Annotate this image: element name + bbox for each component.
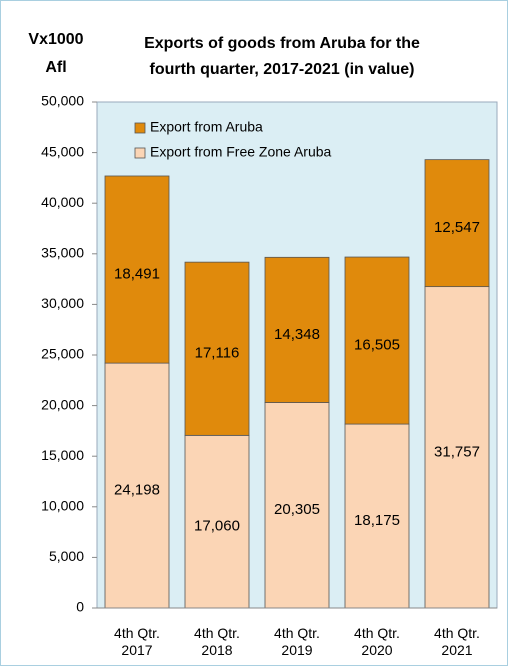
bar-segment [184, 434, 250, 609]
bar-segment [184, 261, 250, 436]
y-tick-label: 30,000 [41, 295, 84, 311]
bar-segment [264, 256, 330, 403]
bar-segment [424, 286, 490, 609]
bar-segment [424, 159, 490, 288]
y-tick-label: 25,000 [41, 346, 84, 362]
chart-title: Exports of goods from Aruba for the [144, 35, 420, 52]
data-label: 20,305 [274, 501, 320, 518]
y-tick-label: 15,000 [41, 447, 84, 463]
legend-label: Export from Aruba [150, 119, 263, 135]
bar-segment [104, 175, 170, 364]
y-tick-label: 35,000 [41, 245, 84, 261]
data-label: 17,060 [194, 518, 240, 535]
legend-label: Export from Free Zone Aruba [150, 144, 332, 160]
x-tick-label: 4th Qtr. 2020 [354, 625, 400, 658]
data-label: 12,547 [434, 219, 480, 236]
data-label: 18,175 [354, 512, 400, 529]
y-tick-label: 20,000 [41, 396, 84, 412]
y-tick-label: 5,000 [49, 548, 84, 564]
data-label: 17,116 [195, 345, 240, 362]
data-label: 31,757 [434, 443, 480, 460]
chart-title: fourth quarter, 2017-2021 (in value) [150, 61, 415, 78]
data-label: 16,505 [354, 337, 400, 354]
legend-swatch [134, 147, 146, 159]
y-tick-label: 50,000 [41, 93, 84, 109]
y-tick-label: 40,000 [41, 194, 84, 210]
bar-segment [344, 256, 410, 425]
x-tick-label: 4th Qtr. 2019 [274, 625, 320, 658]
y-axis-label: Afl [45, 59, 66, 76]
data-label: 24,198 [114, 482, 160, 499]
y-tick-label: 45,000 [41, 143, 84, 159]
x-tick-label: 4th Qtr. 2021 [434, 625, 480, 658]
bar-segment [104, 362, 170, 609]
data-label: 14,348 [274, 326, 320, 343]
x-tick-label: 4th Qtr. 2017 [114, 625, 160, 658]
y-tick-label: 0 [76, 599, 84, 615]
x-tick-label: 4th Qtr. 2018 [194, 625, 240, 658]
legend-swatch [134, 122, 146, 134]
y-tick-label: 10,000 [41, 498, 84, 514]
data-label: 18,491 [114, 266, 160, 283]
y-axis-label: Vx1000 [28, 31, 83, 48]
